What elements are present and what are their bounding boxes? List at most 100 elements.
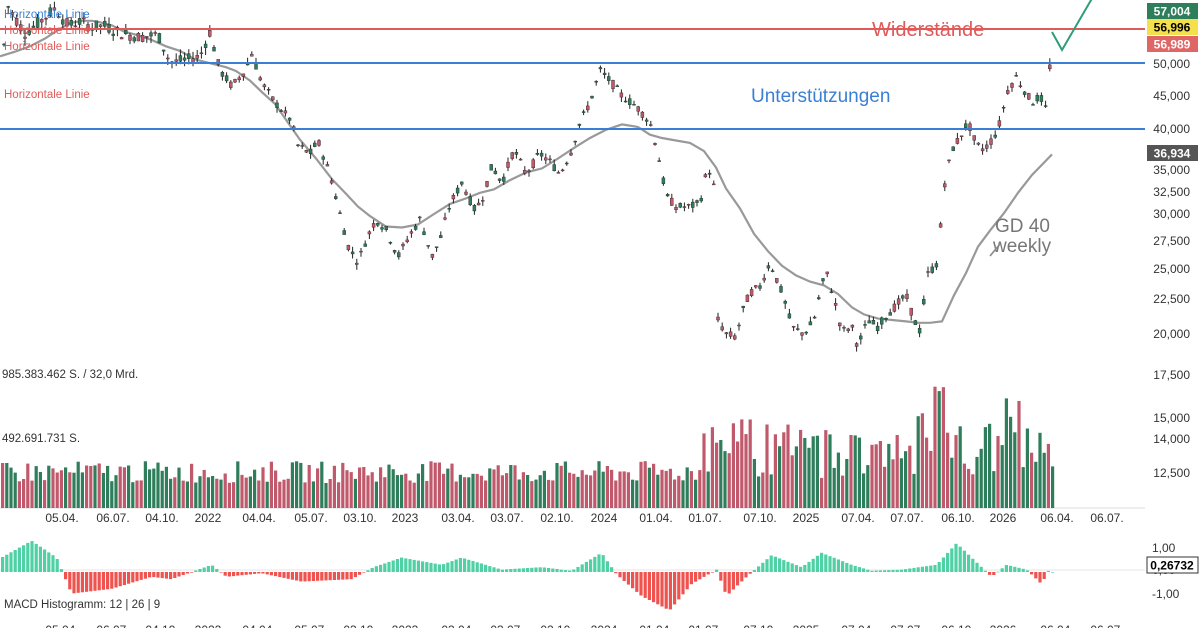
candle-body	[19, 24, 23, 32]
volume-bar	[916, 416, 920, 508]
candle-body	[745, 294, 750, 302]
x-tick-label-bottom: 04.04.	[242, 623, 275, 628]
macd-bar	[866, 569, 870, 572]
macd-bar	[395, 559, 399, 572]
candle-body	[350, 251, 355, 255]
macd-bar	[307, 572, 311, 582]
volume-bar	[299, 462, 303, 508]
macd-bar	[975, 562, 979, 572]
macd-bar	[467, 559, 471, 572]
volume-bar	[458, 474, 462, 508]
volume-bar	[89, 466, 93, 508]
candle-body	[871, 320, 876, 325]
price-badge-bg	[1147, 36, 1198, 52]
price-badge-bg	[1147, 145, 1198, 161]
volume-bar	[647, 467, 651, 508]
volume-bar	[1013, 432, 1017, 508]
volume-bar	[442, 473, 446, 508]
macd-bar	[412, 559, 416, 572]
x-tick-label-bottom: 06.10.	[941, 623, 974, 628]
macd-bar	[299, 572, 303, 582]
macd-bar	[832, 557, 836, 572]
volume-bar	[736, 441, 740, 508]
macd-bar	[206, 566, 210, 572]
macd-bar	[429, 562, 433, 572]
volume-bar	[236, 461, 240, 508]
macd-bar	[278, 572, 282, 577]
macd-bar	[1, 557, 5, 572]
volume-bar	[698, 470, 702, 508]
candle-body	[140, 35, 145, 42]
macd-bar	[748, 572, 752, 574]
candle-body	[804, 331, 808, 334]
macd-bar	[761, 562, 765, 572]
macd-bar	[505, 569, 509, 572]
macd-bar	[223, 572, 227, 576]
candle-body	[531, 159, 535, 169]
macd-bar	[290, 572, 294, 580]
candle-body	[157, 33, 162, 44]
volume-bar	[841, 475, 845, 508]
macd-bar	[341, 572, 345, 580]
volume-bar	[265, 481, 269, 508]
macd-bar	[139, 572, 143, 580]
volume-bar	[362, 467, 366, 508]
volume-bar	[925, 437, 929, 508]
macd-bar	[475, 562, 479, 572]
macd-bar	[635, 572, 639, 592]
macd-bar	[702, 572, 706, 577]
volume-bar	[353, 478, 357, 508]
candle-body	[892, 303, 897, 312]
volume-bar	[626, 472, 630, 508]
projection-arrow	[1051, 0, 1093, 53]
volume-bar	[484, 480, 488, 508]
volume-bar	[967, 468, 971, 508]
macd-bar	[723, 572, 727, 592]
volume-bar	[93, 465, 97, 508]
candle-body	[334, 196, 338, 199]
macd-bar	[601, 555, 605, 572]
volume-bar	[122, 467, 126, 508]
x-tick-label: 06.04.	[1040, 511, 1073, 525]
macd-bar	[950, 548, 954, 572]
volume-bar	[652, 463, 656, 508]
volume-bar	[101, 473, 105, 508]
volume-bar	[492, 469, 496, 508]
macd-bar	[597, 554, 601, 572]
candle-body	[489, 164, 493, 171]
macd-bar	[311, 572, 315, 581]
macd-bar	[500, 569, 504, 572]
candle-body	[94, 20, 99, 30]
volume-bar	[534, 479, 538, 508]
candle-body	[401, 243, 405, 247]
macd-bar	[97, 572, 101, 591]
macd-bar	[261, 572, 265, 574]
macd-bar	[265, 572, 269, 575]
macd-bar	[803, 564, 807, 572]
price-tick-label: 30,000	[1153, 207, 1190, 221]
price-badge-bg	[1147, 3, 1198, 19]
volume-bar	[643, 461, 647, 508]
x-tick-label: 07.10.	[743, 511, 776, 525]
volume-bar	[744, 434, 748, 508]
volume-bar	[883, 466, 887, 508]
candle-body	[241, 73, 246, 77]
candle-body	[560, 169, 565, 172]
volume-bar	[219, 479, 223, 508]
macd-bar	[295, 572, 299, 581]
candle-body	[934, 263, 939, 268]
candle-body	[905, 293, 909, 299]
candle-body	[455, 187, 460, 194]
candle-body	[762, 277, 766, 281]
candle-body	[544, 157, 548, 161]
candle-body	[476, 202, 481, 206]
macd-bar	[773, 556, 777, 572]
volume-bar	[412, 482, 416, 508]
macd-bar	[946, 552, 950, 572]
macd-bar	[765, 559, 769, 572]
volume-bar	[446, 468, 450, 508]
macd-bar	[127, 572, 131, 584]
candle-body	[485, 181, 489, 187]
candle-body	[707, 172, 712, 175]
macd-bar	[647, 572, 651, 600]
